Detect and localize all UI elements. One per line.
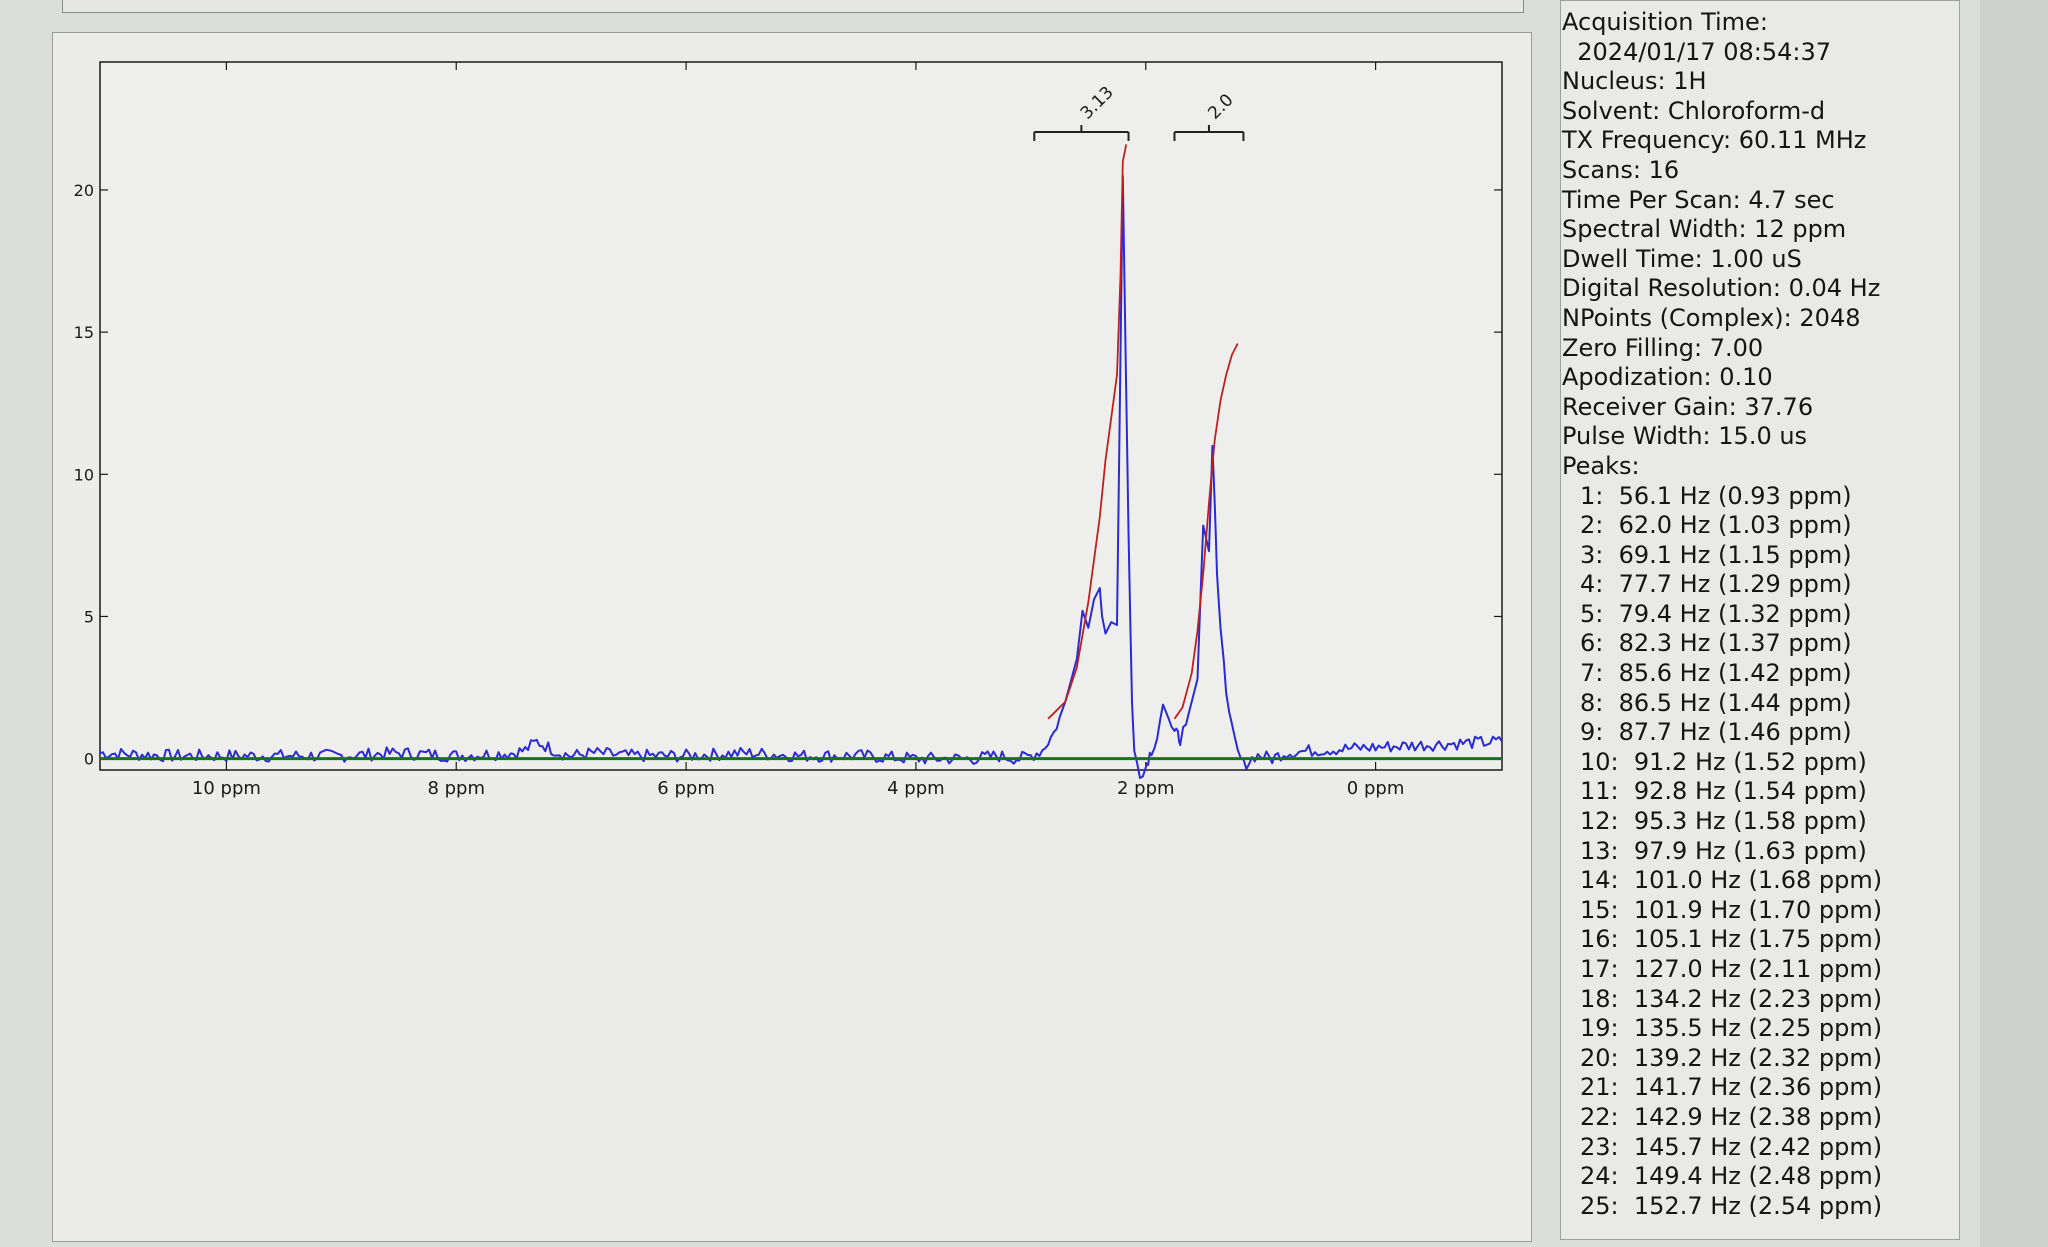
peak-list-item: 9: 87.7 Hz (1.46 ppm) [1580,718,1852,747]
parameter-label: Scans: [1562,155,1641,184]
peak-list-item: 22: 142.9 Hz (2.38 ppm) [1580,1102,1883,1131]
peak-list-item: 24: 149.4 Hz (2.48 ppm) [1580,1162,1883,1191]
parameters-list: Acquisition Time: 2024/01/17 08:54:37 Nuc… [1562,8,1882,1221]
parameter-label: Apodization: [1562,363,1712,392]
parameter-row: Time Per Scan: 4.7 sec [1562,186,1882,216]
parameter-value: 1H [1673,67,1707,96]
peak-list-item: 19: 135.5 Hz (2.25 ppm) [1580,1014,1883,1043]
peak-list-item: 13: 97.9 Hz (1.63 ppm) [1580,836,1867,865]
parameter-row: Acquisition Time: [1562,8,1882,38]
parameter-label: Receiver Gain: [1562,392,1737,421]
x-tick-label: 10 ppm [192,778,261,799]
parameter-value: 0.10 [1719,363,1773,392]
parameter-value: 37.76 [1744,392,1814,421]
parameter-value: 1.00 uS [1710,244,1802,273]
parameter-label: Dwell Time: [1562,244,1703,273]
y-tick-label: 15 [74,323,94,342]
parameter-label: NPoints (Complex): [1562,303,1792,332]
parameter-row: Apodization: 0.10 [1562,363,1882,393]
peak-list-item: 1: 56.1 Hz (0.93 ppm) [1580,481,1852,510]
peak-list-item: 23: 145.7 Hz (2.42 ppm) [1580,1132,1883,1161]
parameter-row: NPoints (Complex): 2048 [1562,304,1882,334]
peak-list-item: 15: 101.9 Hz (1.70 ppm) [1580,895,1883,924]
parameter-label: Zero Filling: [1562,333,1703,362]
peak-list-item: 7: 85.6 Hz (1.42 ppm) [1580,659,1852,688]
x-tick-label: 4 ppm [887,778,945,799]
peak-list-item: 17: 127.0 Hz (2.11 ppm) [1580,955,1883,983]
peak-list-item: 2: 62.0 Hz (1.03 ppm) [1580,511,1852,540]
y-tick-label: 20 [74,181,94,200]
parameter-row: Spectral Width: 12 ppm [1562,215,1882,245]
peak-list-item: 6: 82.3 Hz (1.37 ppm) [1580,629,1852,658]
x-tick-label: 8 ppm [427,778,485,799]
peak-list-item: 18: 134.2 Hz (2.23 ppm) [1580,984,1883,1013]
parameter-row: Zero Filling: 7.00 [1562,334,1882,364]
peak-list-item: 3: 69.1 Hz (1.15 ppm) [1580,540,1852,569]
peak-list-item: 16: 105.1 Hz (1.75 ppm) [1580,925,1883,954]
parameter-value: 2024/01/17 08:54:37 [1577,37,1832,66]
parameter-label: Time Per Scan: [1562,185,1741,214]
parameter-row: Solvent: Chloroform-d [1562,97,1882,127]
peak-list-item: 11: 92.8 Hz (1.54 ppm) [1580,777,1867,806]
parameter-value: 7.00 [1709,333,1764,362]
peak-list-item: 20: 139.2 Hz (2.32 ppm) [1580,1043,1883,1072]
parameter-row: 2024/01/17 08:54:37 [1562,38,1882,68]
y-tick-label: 10 [74,465,94,484]
peak-list-item: 21: 141.7 Hz (2.36 ppm) [1580,1073,1883,1102]
peak-list-item: 14: 101.0 Hz (1.68 ppm) [1580,866,1883,895]
parameter-value: 60.11 MHz [1738,126,1867,155]
parameter-row: Pulse Width: 15.0 us [1562,422,1882,452]
screen-edge [1980,0,2048,1247]
parameter-label: Nucleus: [1562,67,1666,96]
peak-list-item: 4: 77.7 Hz (1.29 ppm) [1580,570,1852,599]
peak-list-item: 5: 79.4 Hz (1.32 ppm) [1580,599,1852,628]
parameter-row: Scans: 16 [1562,156,1882,186]
parameter-value: 12 ppm [1754,215,1847,244]
y-tick-label: 0 [84,750,94,769]
parameter-label: Pulse Width: [1562,422,1711,451]
parameter-label: Solvent: [1562,96,1661,125]
peak-list-item: 8: 86.5 Hz (1.44 ppm) [1580,688,1852,717]
x-tick-label: 6 ppm [657,778,715,799]
plot-area [99,61,1503,771]
parameter-label: Acquisition Time: [1562,8,1768,36]
integral-series-line [1047,144,1128,720]
parameter-value: 15.0 us [1718,422,1808,451]
parameter-value: Chloroform-d [1667,96,1826,125]
parameter-row: Dwell Time: 1.00 uS [1562,245,1882,275]
parameter-value: 16 [1648,155,1680,184]
peak-list-item: 12: 95.3 Hz (1.58 ppm) [1580,807,1867,836]
parameter-row: TX Frequency: 60.11 MHz [1562,126,1882,156]
parameter-row: Digital Resolution: 0.04 Hz [1562,274,1882,304]
x-tick-label: 0 ppm [1347,778,1405,799]
x-tick-label: 2 ppm [1117,778,1175,799]
upper-window-frame [62,0,1524,13]
parameter-row: Nucleus: 1H [1562,67,1882,97]
parameter-value: 2048 [1799,303,1861,332]
parameter-label: Digital Resolution: [1562,274,1781,303]
parameter-value: 4.7 sec [1748,185,1835,214]
parameter-value: 0.04 Hz [1788,274,1881,303]
parameter-row: Receiver Gain: 37.76 [1562,393,1882,423]
integral-series-line [1173,343,1239,720]
acquisition-parameters-panel [1560,0,1960,1240]
y-tick-label: 5 [84,607,94,626]
parameter-label: TX Frequency: [1562,126,1732,155]
peak-list-item: 10: 91.2 Hz (1.52 ppm) [1580,747,1867,776]
peaks-heading: Peaks: [1562,451,1640,480]
parameter-label: Spectral Width: [1562,215,1747,244]
peak-list-item: 25: 152.7 Hz (2.54 ppm) [1580,1191,1883,1220]
